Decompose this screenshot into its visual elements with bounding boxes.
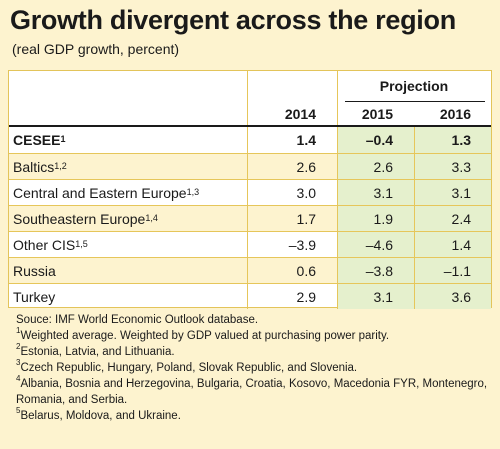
table-row: Turkey 2.9 3.1 3.6 xyxy=(9,283,491,309)
value-cell-2014: 2.6 xyxy=(247,154,337,179)
footnote-number: 3 xyxy=(16,358,21,368)
table-row: Other CIS 1,5 –3.9 –4.6 1.4 xyxy=(9,231,491,257)
year-header-2015: 2015 xyxy=(361,105,393,122)
footnote: 2Estonia, Latvia, and Lithuania. xyxy=(16,342,492,360)
year-header-row: 2014 2015 2016 xyxy=(9,102,491,125)
projection-header: Projection xyxy=(379,78,449,94)
value-cell-2015: 2.6 xyxy=(337,154,414,179)
row-label-text: Baltics xyxy=(13,158,55,175)
footnote-text: Czech Republic, Hungary, Poland, Slovak … xyxy=(20,362,358,374)
table-row: Baltics 1,2 2.6 2.6 3.3 xyxy=(9,153,491,179)
source-note: Souce: IMF World Economic Outlook databa… xyxy=(16,314,259,326)
value-cell-2015: –4.6 xyxy=(337,232,414,257)
footnote-number: 4 xyxy=(16,374,21,384)
row-label-text: Russia xyxy=(13,262,56,279)
value-cell-2015: –0.4 xyxy=(337,127,414,153)
year-header-2016: 2016 xyxy=(439,105,471,122)
footnote-number: 2 xyxy=(16,342,21,352)
footnotes: Souce: IMF World Economic Outlook databa… xyxy=(16,312,492,424)
footnote: 3Czech Republic, Hungary, Poland, Slovak… xyxy=(16,358,492,376)
value-cell-2016: –1.1 xyxy=(414,258,491,283)
value-cell-2014: 1.4 xyxy=(247,127,337,153)
row-label-text: Turkey xyxy=(13,288,56,305)
value-cell-2016: 2.4 xyxy=(414,206,491,231)
value-cell-2016: 3.1 xyxy=(414,180,491,205)
footnote-text: Belarus, Moldova, and Ukraine. xyxy=(20,410,181,422)
row-label: Other CIS 1,5 xyxy=(13,236,88,253)
row-label: Turkey xyxy=(9,284,247,309)
footnote: 1Weighted average. Weighted by GDP value… xyxy=(16,326,492,344)
footnote-text: Albania, Bosnia and Herzegovina, Bulgari… xyxy=(16,378,488,406)
footnote: 5Belarus, Moldova, and Ukraine. xyxy=(16,406,492,424)
value-cell-2014: 0.6 xyxy=(247,258,337,283)
table-row: Central and Eastern Europe 1,3 3.0 3.1 3.1 xyxy=(9,179,491,205)
row-label: CESEE 1 xyxy=(13,132,66,148)
value-cell-2016: 1.3 xyxy=(414,127,491,153)
table-row: Russia 0.6 –3.8 –1.1 xyxy=(9,257,491,283)
value-cell-2015: 3.1 xyxy=(337,284,414,309)
value-cell-2016: 3.6 xyxy=(414,284,491,309)
header-rule xyxy=(9,125,491,127)
row-label-text: Southeastern Europe xyxy=(13,210,146,227)
row-label: Southeastern Europe 1,4 xyxy=(13,210,158,227)
year-header-2014: 2014 xyxy=(284,105,316,122)
chart-title: Growth divergent across the region xyxy=(10,5,456,35)
value-cell-2014: 3.0 xyxy=(247,180,337,205)
footnote-text: Weighted average. Weighted by GDP valued… xyxy=(20,330,390,342)
growth-table: Projection 2014 2015 2016 CESEE 1 1.4 –0.4 1… xyxy=(8,70,492,309)
footnote-number: 5 xyxy=(16,406,21,416)
subtitle: (real GDP growth, percent) xyxy=(12,41,180,57)
row-label: Russia xyxy=(9,258,247,283)
footnote-list: 1Weighted average. Weighted by GDP value… xyxy=(16,326,492,424)
table-row: CESEE 1 1.4 –0.4 1.3 xyxy=(9,127,491,153)
row-label-text: CESEE xyxy=(13,132,61,148)
row-label: Central and Eastern Europe 1,3 xyxy=(13,184,200,201)
footnote: 4Albania, Bosnia and Herzegovina, Bulgar… xyxy=(16,374,492,408)
row-label: Baltics 1,2 xyxy=(13,158,67,175)
value-cell-2014: –3.9 xyxy=(247,232,337,257)
value-cell-2016: 1.4 xyxy=(414,232,491,257)
value-cell-2015: 3.1 xyxy=(337,180,414,205)
row-label-text: Other CIS xyxy=(13,236,76,253)
value-cell-2015: 1.9 xyxy=(337,206,414,231)
header-divider xyxy=(337,71,338,125)
table-row: Southeastern Europe 1,4 1.7 1.9 2.4 xyxy=(9,205,491,231)
value-cell-2014: 1.7 xyxy=(247,206,337,231)
value-cell-2015: –3.8 xyxy=(337,258,414,283)
row-label-text: Central and Eastern Europe xyxy=(13,184,187,201)
footnote-number: 1 xyxy=(16,326,21,336)
footnote-text: Estonia, Latvia, and Lithuania. xyxy=(20,346,175,358)
header-divider xyxy=(247,71,248,125)
value-cell-2016: 3.3 xyxy=(414,154,491,179)
value-cell-2014: 2.9 xyxy=(247,284,337,309)
projection-underline xyxy=(345,101,485,102)
